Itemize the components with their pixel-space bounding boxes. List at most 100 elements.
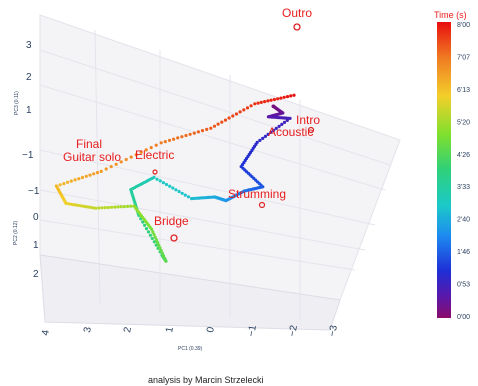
colorbar-tick-label: 5'20 [457,119,470,126]
trajectory-point [288,116,292,120]
trajectory-point [66,180,70,184]
trajectory-point [259,100,263,104]
trajectory-point [84,174,88,178]
trajectory-point [148,233,152,237]
trajectory-point [183,193,187,197]
trajectory-point [154,238,158,242]
trajectory-point [279,96,283,100]
trajectory-point [62,182,66,186]
trajectory-point [180,135,184,139]
trajectory-point [266,99,270,103]
trajectory-point [272,97,276,102]
acoustic-marker [307,126,315,134]
trajectory-point [152,232,156,237]
colorbar-tick-label: 2'40 [457,217,470,224]
grid-line [39,189,366,251]
trajectory-point [220,120,224,124]
grid-line [39,149,376,226]
z-axis-title: PC3 (0.11) [14,91,20,115]
trajectory-point [272,128,276,132]
grid-line [39,84,386,191]
trajectory-point [74,203,78,207]
trajectory-point [282,95,286,99]
trajectory-point [231,114,235,118]
trajectory-point [249,104,253,108]
trajectory-point [91,206,95,210]
y-tick: −1 [28,186,40,197]
trajectory-point [94,206,98,210]
colorbar-tick-label: 0'53 [457,282,470,289]
strumming-marker [258,201,266,209]
trajectory-point [282,120,287,124]
trajectory-point [167,138,172,142]
trajectory-point [274,126,278,130]
trajectory-point [106,205,110,210]
trajectory-point [69,179,73,183]
trajectory-point [119,160,123,164]
trajectory-point [163,256,167,261]
trajectory-point [159,141,163,145]
x-tick: −1 [246,324,259,338]
annotation-intro: Intro [296,113,320,127]
trajectory-point [141,220,145,224]
trajectory-point [109,165,113,169]
x-tick: 2 [122,326,134,334]
annotations: Outro Intro Acoustic Strumming Bridge El… [63,6,320,228]
y-axis-title: PC2 (0.12) [13,220,19,245]
trajectory-point [209,126,213,130]
trajectory-point [80,175,85,180]
trajectory-point [212,124,217,128]
trajectory-point [186,195,191,199]
trajectory-point [150,236,154,241]
trajectory-point [86,205,90,209]
trajectory-point [216,122,220,126]
trajectory-point [54,184,59,188]
x-tick: 4 [40,329,52,337]
colorbar-tick-label: 7'07 [457,54,470,61]
trajectory-point [269,130,273,134]
x-tick: 1 [164,326,176,334]
trajectory-point [261,136,265,140]
trajectory-point [129,204,133,208]
x-tick: 0 [205,326,217,334]
trajectory-point [99,169,103,173]
trajectory-point [172,137,176,141]
trajectory-point [88,173,92,177]
trajectory-point [171,186,175,190]
trajectory-point [174,188,178,192]
trajectory-point [263,100,267,104]
trajectory-point [119,205,123,209]
colorbar-tick-label: 4'26 [457,152,470,159]
trajectory-point [177,189,181,194]
trajectory-point [89,205,93,209]
trajectory-point [100,206,104,210]
trajectory-point [152,240,156,244]
bridge-marker [170,234,178,242]
colorbar-title: Time (s) [434,10,467,20]
trajectory-point [200,129,205,133]
colorbar-gradient [437,22,451,318]
trajectory-point [258,138,262,142]
trajectory-point [242,108,246,112]
trajectory-point [95,171,100,175]
trajectory-point [285,118,289,122]
trajectory-point [263,134,267,138]
trajectory-point [146,230,151,234]
trajectory-point [103,206,107,210]
trajectory-point [81,204,85,208]
colorbar-tick-label: 3'33 [457,184,470,191]
trajectory-point [159,248,163,253]
y-tick: 1 [33,240,39,251]
trajectory-point [126,204,130,208]
trajectory-point [238,110,242,114]
trajectory-point [168,184,172,188]
trajectory-point [164,182,169,187]
y-axis: −1 0 1 2 PC2 (0.12) [13,186,40,280]
outro-marker [293,23,301,31]
trajectory-point [156,240,160,245]
trajectory-point [110,205,114,209]
trajectory-point [132,204,136,208]
x-axis-title: PC1 (0.39) [178,346,203,352]
trajectory-point [151,230,155,234]
z-tick: 1 [26,105,32,116]
